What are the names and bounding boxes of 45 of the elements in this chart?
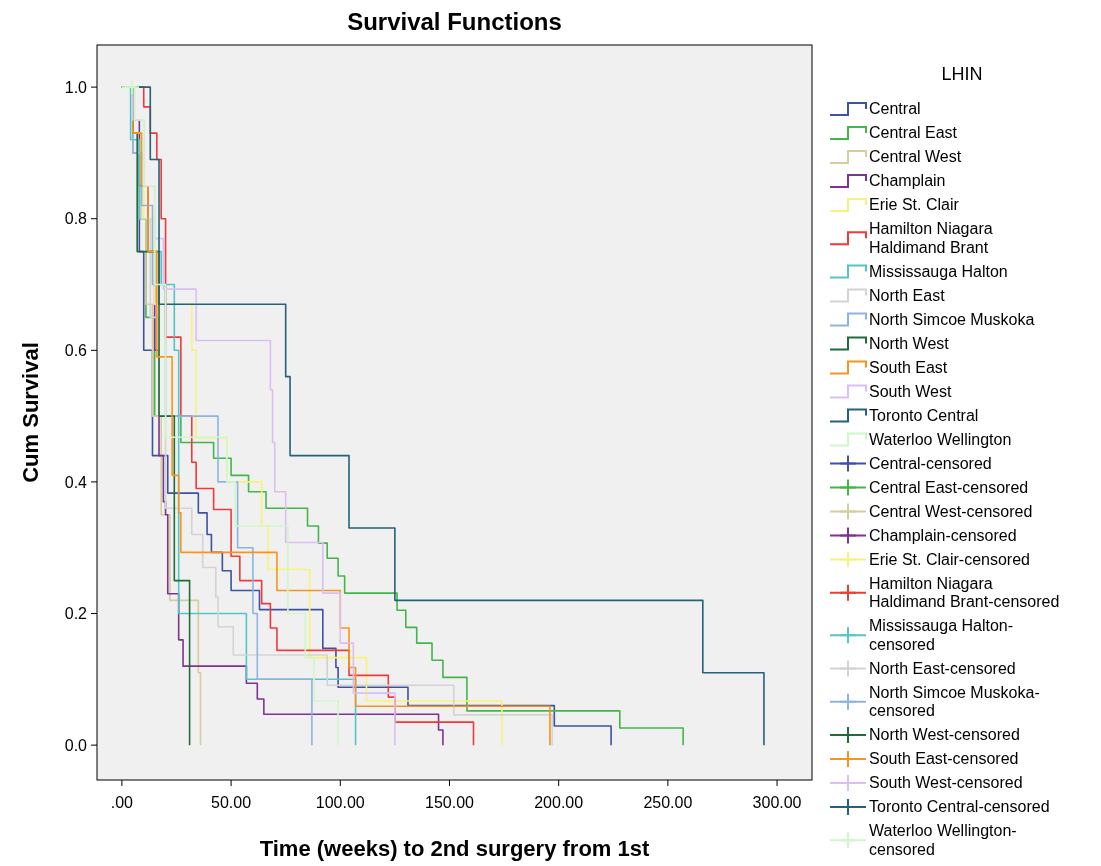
legend-label: Central West bbox=[869, 148, 962, 165]
legend-label: Erie St. Clair bbox=[869, 196, 960, 213]
legend-label: Central East-censored bbox=[869, 478, 1029, 496]
y-tick-label: 0.8 bbox=[64, 210, 88, 228]
legend-label: North East-censored bbox=[869, 659, 1016, 677]
legend-label: South East bbox=[869, 358, 948, 376]
chart-title: Survival Functions bbox=[347, 8, 562, 35]
legend-label: Waterloo Wellington bbox=[869, 430, 1012, 448]
x-tick-label: 300.00 bbox=[752, 794, 802, 811]
legend-label: Mississauga Halton-censored bbox=[869, 617, 1014, 653]
y-tick-label: 0.6 bbox=[64, 341, 88, 359]
legend-label: Champlain bbox=[869, 172, 946, 189]
legend-label: Central West-censored bbox=[869, 502, 1033, 520]
legend-label: North West-censored bbox=[869, 726, 1020, 743]
x-tick-label: 200.00 bbox=[534, 794, 584, 811]
legend-label: North East bbox=[869, 286, 946, 304]
legend-label: Hamilton Niagara Haldimand Brant bbox=[869, 220, 993, 256]
x-tick-label: .00 bbox=[110, 794, 134, 811]
legend-title: LHIN bbox=[941, 64, 983, 84]
x-tick-label: 250.00 bbox=[643, 794, 693, 811]
legend-label: North Simcoe Muskoka bbox=[869, 310, 1035, 328]
legend-label: Central-censored bbox=[869, 454, 992, 472]
x-axis-title: Time (weeks) to 2nd surgery from 1st bbox=[259, 836, 650, 861]
legend-label: South West bbox=[869, 382, 952, 400]
y-tick-label: 0.0 bbox=[64, 736, 88, 754]
legend-label: Erie St. Clair-censored bbox=[869, 550, 1030, 568]
legend-label: Central East bbox=[869, 124, 958, 141]
legend-label: Mississauga Halton bbox=[869, 262, 1008, 280]
x-tick-label: 50.00 bbox=[211, 794, 252, 811]
legend-label: Waterloo Wellington-censored bbox=[869, 822, 1017, 858]
y-axis-title: Cum Survival bbox=[18, 342, 43, 483]
legend-label: South West-censored bbox=[869, 774, 1023, 791]
legend-label: Toronto Central-censored bbox=[869, 798, 1050, 815]
y-tick-label: 1.0 bbox=[64, 78, 88, 96]
x-tick-label: 150.00 bbox=[425, 794, 475, 811]
legend-label: South East-censored bbox=[869, 750, 1019, 767]
y-tick-label: 0.4 bbox=[64, 473, 88, 491]
legend-label: Hamilton Niagara Haldimand Brant-censored bbox=[869, 574, 1060, 610]
x-tick-label: 100.00 bbox=[315, 794, 365, 811]
legend-label: Central bbox=[869, 100, 921, 117]
legend-label: Champlain-censored bbox=[869, 526, 1017, 544]
legend-label: North Simcoe Muskoka-censored bbox=[869, 683, 1040, 719]
legend-label: Toronto Central bbox=[869, 406, 979, 424]
legend-label: North West bbox=[869, 334, 950, 352]
y-tick-label: 0.2 bbox=[64, 605, 88, 623]
